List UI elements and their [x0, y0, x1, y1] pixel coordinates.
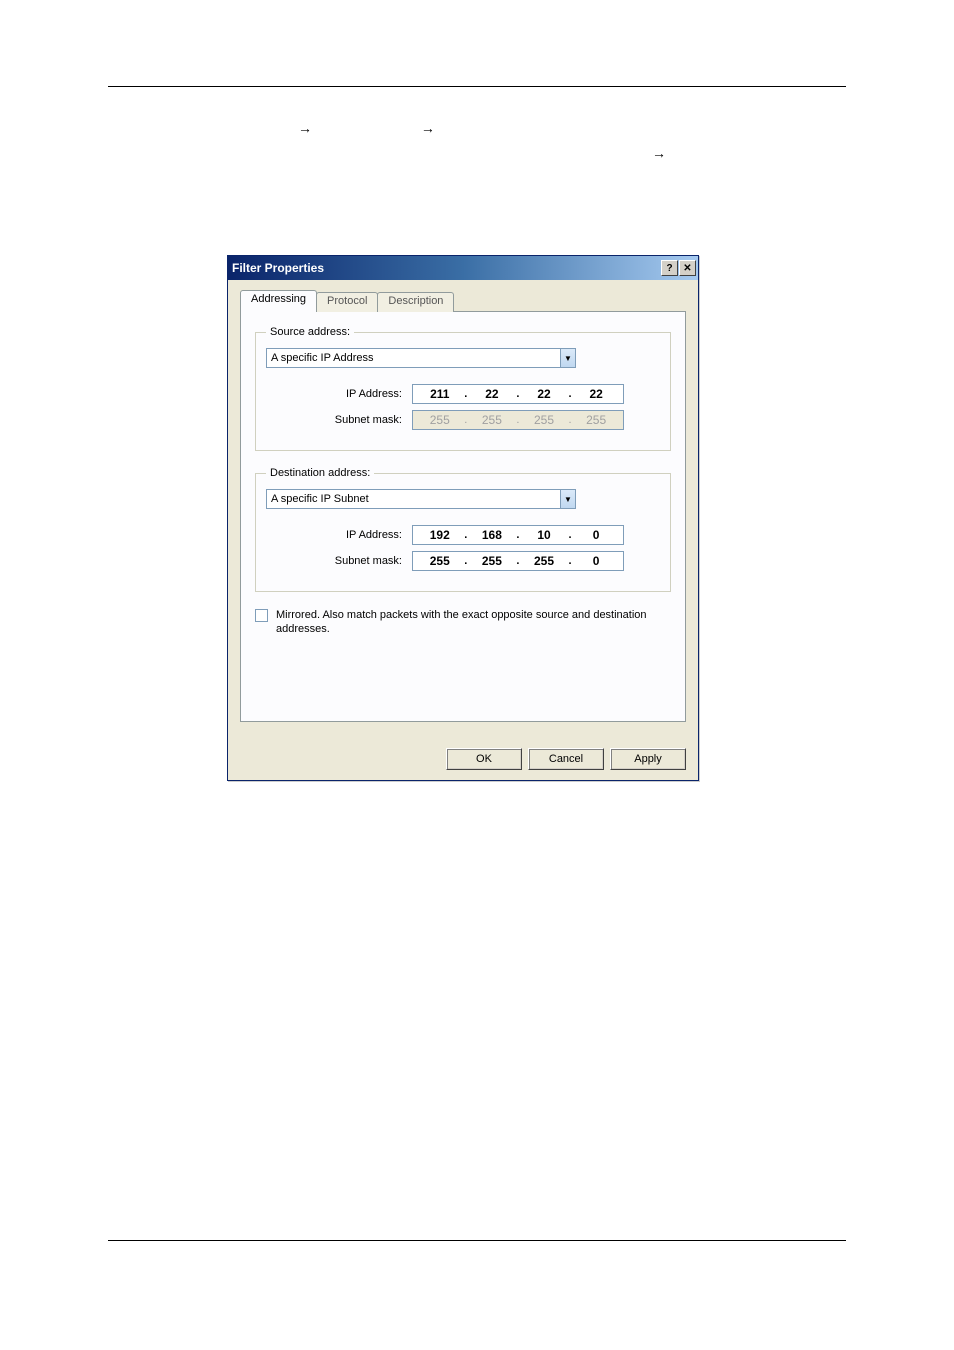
source-ip-row: IP Address: 211. 22. 22. 22 [266, 384, 660, 404]
source-mask-input: 255. 255. 255. 255 [412, 410, 624, 430]
chevron-down-icon[interactable]: ▼ [560, 349, 575, 367]
source-mask-row: Subnet mask: 255. 255. 255. 255 [266, 410, 660, 430]
help-button[interactable]: ? [661, 260, 678, 276]
footer-rule [108, 1240, 846, 1241]
destination-mask-input[interactable]: 255. 255. 255. 0 [412, 551, 624, 571]
instruction-line-2: → [108, 145, 846, 161]
tab-description[interactable]: Description [377, 292, 454, 312]
source-ip-label: IP Address: [266, 388, 412, 400]
dialog-title: Filter Properties [232, 261, 324, 275]
tab-strip: Addressing Protocol Description [240, 290, 686, 312]
source-ip-input[interactable]: 211. 22. 22. 22 [412, 384, 624, 404]
source-mask-label: Subnet mask: [266, 414, 412, 426]
arrow-icon: → [652, 145, 666, 161]
destination-ip-label: IP Address: [266, 529, 412, 541]
apply-button[interactable]: Apply [610, 748, 686, 770]
header-rule [108, 86, 846, 87]
destination-combo-text: A specific IP Subnet [271, 493, 369, 505]
destination-ip-row: IP Address: 192. 168. 10. 0 [266, 525, 660, 545]
destination-ip-input[interactable]: 192. 168. 10. 0 [412, 525, 624, 545]
mirrored-row: Mirrored. Also match packets with the ex… [255, 608, 671, 637]
source-legend: Source address: [266, 326, 354, 338]
arrow-icon: → [298, 120, 312, 136]
arrow-icon: → [421, 120, 435, 136]
source-combo-text: A specific IP Address [271, 352, 374, 364]
instruction-line-1: → → [298, 120, 435, 136]
destination-mask-label: Subnet mask: [266, 555, 412, 567]
dialog-button-row: OK Cancel Apply [446, 748, 686, 770]
destination-address-combo[interactable]: A specific IP Subnet ▼ [266, 489, 576, 509]
chevron-down-icon[interactable]: ▼ [560, 490, 575, 508]
source-group: Source address: A specific IP Address ▼ … [255, 326, 671, 451]
mirrored-label: Mirrored. Also match packets with the ex… [276, 608, 671, 637]
titlebar: Filter Properties ? ✕ [228, 256, 698, 280]
destination-mask-row: Subnet mask: 255. 255. 255. 0 [266, 551, 660, 571]
tab-protocol[interactable]: Protocol [316, 292, 378, 312]
destination-group: Destination address: A specific IP Subne… [255, 467, 671, 592]
ok-button[interactable]: OK [446, 748, 522, 770]
destination-legend: Destination address: [266, 467, 374, 479]
close-button[interactable]: ✕ [679, 260, 696, 276]
titlebar-buttons: ? ✕ [661, 260, 696, 276]
tab-addressing[interactable]: Addressing [240, 290, 317, 312]
dialog-body: Addressing Protocol Description Source a… [228, 280, 698, 780]
mirrored-checkbox[interactable] [255, 609, 268, 622]
cancel-button[interactable]: Cancel [528, 748, 604, 770]
source-address-combo[interactable]: A specific IP Address ▼ [266, 348, 576, 368]
page: → → → Filter Properties ? ✕ Addressing P… [0, 0, 954, 1350]
filter-properties-dialog: Filter Properties ? ✕ Addressing Protoco… [227, 255, 699, 781]
tab-panel-addressing: Source address: A specific IP Address ▼ … [240, 312, 686, 722]
